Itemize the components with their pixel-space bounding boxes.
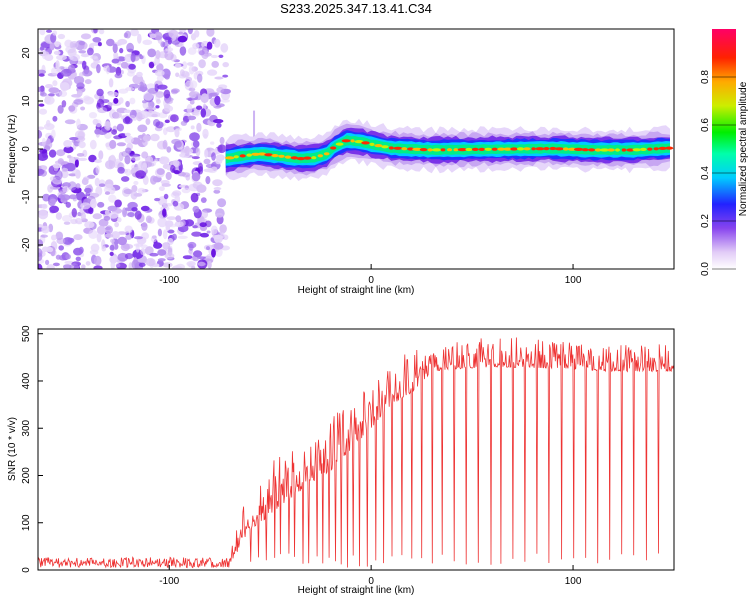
snr-y-tick-label: 300 (21, 419, 32, 436)
signal-band (225, 118, 674, 182)
figure-title: S233.2025.347.13.41.C34 (280, 1, 432, 16)
colorbar-tick-label: 0.6 (700, 118, 711, 132)
snr-y-tick-label: 200 (21, 467, 32, 484)
snr-x-tick-label: -100 (159, 576, 179, 587)
spectrogram-x-tick-label: 100 (565, 275, 582, 286)
colorbar-label: Normalized spectral amplitude (738, 81, 749, 216)
colorbar: 0.0 0.2 0.4 0.6 0.8 Normalized spectral ampl… (700, 29, 749, 276)
spectrogram-y-label: Frequency (Hz) (7, 115, 18, 184)
spectrogram-y-tick-label: 20 (21, 47, 32, 59)
spectrogram-x-ticks: -100 0 100 (159, 264, 582, 286)
spectrogram-plot-area (38, 29, 674, 269)
snr-x-tick-label: 100 (565, 576, 582, 587)
spectrogram-x-tick-label: 0 (368, 275, 374, 286)
colorbar-gradient (712, 29, 736, 269)
spectrogram-y-tick-label: -20 (21, 237, 32, 252)
noise-speckle (38, 29, 262, 269)
colorbar-tick-label: 0.2 (700, 214, 711, 228)
snr-y-tick-label: 400 (21, 372, 32, 389)
colorbar-tick-label: 0.8 (700, 70, 711, 84)
spectrogram-x-tick-label: -100 (159, 275, 179, 286)
spectrogram-y-tick-label: 10 (21, 95, 32, 107)
snr-y-ticks: 0 100 200 300 400 500 (21, 325, 43, 573)
snr-panel: -100 0 100 0 100 200 300 400 500 Height of stra… (7, 325, 675, 596)
colorbar-tick-label: 0.4 (700, 166, 711, 180)
spectrogram-x-label: Height of straight line (km) (298, 285, 415, 296)
colorbar-tick-label: 0.0 (700, 262, 711, 276)
snr-frame (37, 328, 675, 571)
snr-x-label: Height of straight line (km) (298, 585, 415, 596)
snr-y-tick-label: 0 (21, 567, 32, 573)
snr-y-tick-label: 100 (21, 514, 32, 531)
snr-x-ticks: -100 0 100 (159, 565, 582, 587)
snr-plot-area (38, 337, 674, 569)
snr-y-label: SNR (10 * v/v) (7, 417, 18, 481)
spectrogram-y-tick-label: 0 (21, 146, 32, 152)
snr-y-tick-label: 500 (21, 325, 32, 342)
snr-series-line (38, 337, 674, 569)
spectrogram-y-ticks: -20 -10 0 10 20 (21, 47, 43, 252)
snr-x-tick-label: 0 (368, 576, 374, 587)
colorbar-ticks: 0.0 0.2 0.4 0.6 0.8 (700, 70, 736, 276)
spectrogram-y-tick-label: -10 (21, 189, 32, 204)
